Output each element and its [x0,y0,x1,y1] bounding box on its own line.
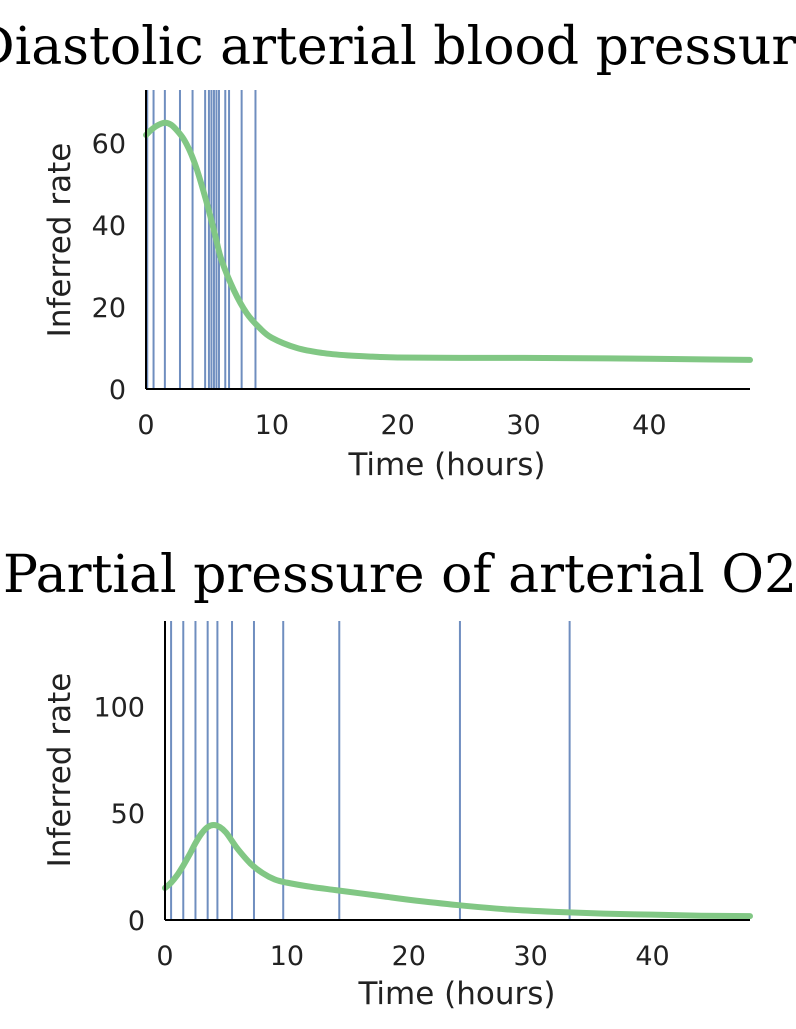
chart-title: Diastolic arterial blood pressure [0,17,796,77]
x-tick-labels: 0 10 20 30 40 [137,410,666,441]
y-axis-label: Inferred rate [42,673,78,868]
x-tick-labels: 0 10 20 30 40 [156,941,669,972]
x-tick-label: 20 [392,941,426,972]
x-axis-label: Time (hours) [357,976,555,1012]
x-tick-label: 10 [270,941,304,972]
y-tick-label: 60 [92,129,126,160]
x-tick-label: 0 [156,941,173,972]
x-tick-label: 30 [513,941,547,972]
x-tick-label: 0 [137,410,154,441]
x-tick-label: 30 [506,410,540,441]
y-tick-labels: 0 50 100 [93,692,145,937]
y-tick-label: 0 [109,375,126,406]
x-tick-label: 40 [632,410,666,441]
y-tick-label: 40 [92,211,126,242]
x-tick-label: 40 [635,941,669,972]
event-lines [146,90,257,389]
rate-curve [162,821,753,920]
y-tick-label: 20 [92,293,126,324]
chart-title: Partial pressure of arterial O2 [3,545,796,605]
chart-diastolic-bp: Diastolic arterial blood pressure 0 10 20 3… [0,17,796,483]
series-line-0 [162,821,753,920]
y-tick-label: 50 [111,799,145,830]
event-lines [170,621,571,920]
axes [164,621,750,921]
y-axis-label: Inferred rate [42,143,78,338]
y-tick-labels: 0 20 40 60 [92,129,126,406]
x-tick-label: 10 [255,410,289,441]
x-tick-label: 20 [380,410,414,441]
series-line-0 [143,119,753,363]
rate-curve [143,119,753,363]
y-tick-label: 0 [128,906,145,937]
chart-arterial-o2: Partial pressure of arterial O2 0 10 20 30 4… [3,545,796,1012]
y-tick-label: 100 [93,692,145,723]
axes [145,90,750,390]
x-axis-label: Time (hours) [347,447,545,483]
